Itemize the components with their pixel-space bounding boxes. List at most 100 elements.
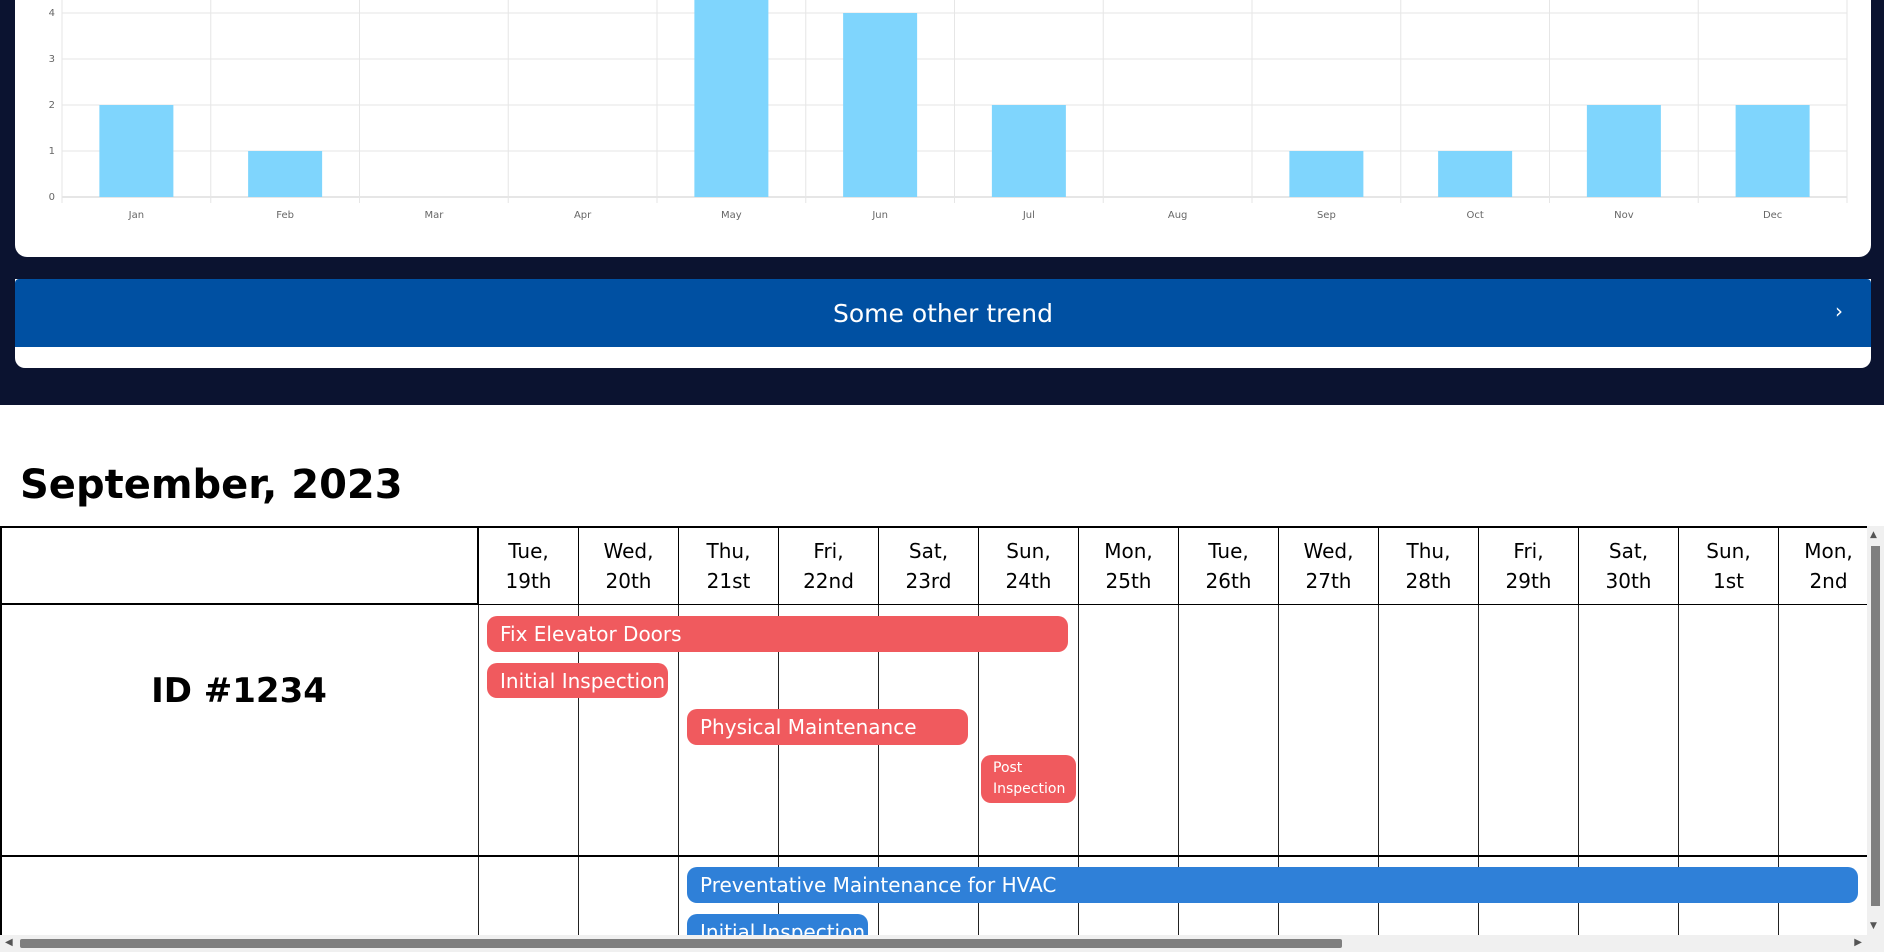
day-column-header: Wed, 20th xyxy=(578,526,678,605)
chart-card: 0 1 2 3 4 Jan Feb Mar Apr May Jun Jul Aug Sep Oct Nov De… xyxy=(15,0,1871,257)
day-column-divider xyxy=(878,605,879,935)
bar xyxy=(843,13,918,197)
y-tick-label: 2 xyxy=(49,100,55,111)
day-column-divider xyxy=(1078,605,1079,935)
x-tick-label: Jun xyxy=(871,210,888,221)
day-column-header: Sun, 1st xyxy=(1678,526,1778,605)
x-tick-label: Oct xyxy=(1466,210,1483,221)
day-of-week: Mon, xyxy=(1804,539,1853,563)
monthly-bar-chart: 0 1 2 3 4 Jan Feb Mar Apr May Jun Jul Aug Sep Oct Nov De… xyxy=(49,0,1848,221)
day-column-divider xyxy=(1678,605,1679,935)
day-date: 2nd xyxy=(1809,569,1848,593)
trend-card: Some other trend › xyxy=(15,279,1871,368)
day-column-header: Thu, 28th xyxy=(1378,526,1478,605)
day-date: 22nd xyxy=(803,569,854,593)
y-tick-label: 4 xyxy=(49,8,55,19)
day-column-divider xyxy=(678,605,679,935)
day-date: 24th xyxy=(1005,569,1052,593)
day-of-week: Sun, xyxy=(1706,539,1751,563)
timeline-scheduler[interactable]: Tue, 19th Wed, 20th Thu, 21st Fri, 22nd Sat, 23rd… xyxy=(0,526,1884,952)
y-tick-label: 1 xyxy=(49,146,55,157)
dashboard-background: 0 1 2 3 4 Jan Feb Mar Apr May Jun Jul Aug Sep Oct Nov De… xyxy=(0,0,1884,405)
bar xyxy=(1438,151,1513,197)
bar xyxy=(99,105,174,197)
day-date: 23rd xyxy=(905,569,952,593)
x-tick-label: Aug xyxy=(1168,210,1188,221)
bar xyxy=(694,0,769,197)
day-column-divider xyxy=(978,605,979,935)
day-column-header: Fri, 22nd xyxy=(778,526,878,605)
y-tick-label: 0 xyxy=(49,192,55,203)
day-column-header: Sun, 24th xyxy=(978,526,1078,605)
day-column-divider xyxy=(1478,605,1479,935)
day-of-week: Sun, xyxy=(1006,539,1051,563)
scheduler-left-border xyxy=(0,526,2,952)
month-title: September, 2023 xyxy=(20,462,403,508)
day-of-week: Mon, xyxy=(1104,539,1153,563)
day-of-week: Sat, xyxy=(1608,539,1649,563)
day-column-header: Tue, 19th xyxy=(478,526,578,605)
day-column-divider xyxy=(1778,605,1779,935)
day-date: 25th xyxy=(1105,569,1152,593)
resource-label: ID #1234 xyxy=(151,670,327,711)
event-bar[interactable]: Preventative Maintenance for HVAC xyxy=(687,867,1858,903)
day-column-header: Mon, 25th xyxy=(1078,526,1178,605)
day-column-divider xyxy=(478,605,479,935)
vertical-scrollbar[interactable]: ▲ ▼ xyxy=(1867,526,1884,935)
x-tick-label: Sep xyxy=(1317,210,1336,221)
x-tick-label: Dec xyxy=(1763,210,1782,221)
event-bar[interactable]: Physical Maintenance xyxy=(687,709,968,745)
horizontal-scroll-thumb[interactable] xyxy=(20,939,1342,948)
x-tick-label: May xyxy=(721,210,742,221)
event-bar[interactable]: Initial Inspection xyxy=(487,663,668,698)
row-separator xyxy=(0,855,1884,857)
day-column-divider xyxy=(1578,605,1579,935)
day-date: 27th xyxy=(1305,569,1352,593)
scroll-up-arrow-icon[interactable]: ▲ xyxy=(1870,530,1877,540)
vertical-scroll-thumb[interactable] xyxy=(1871,546,1880,906)
day-of-week: Fri, xyxy=(813,539,844,563)
bar xyxy=(1735,105,1810,197)
scroll-down-arrow-icon[interactable]: ▼ xyxy=(1870,921,1877,931)
chevron-right-icon: › xyxy=(1835,299,1843,323)
day-of-week: Wed, xyxy=(1303,539,1354,563)
horizontal-scrollbar[interactable]: ◀ ▶ xyxy=(0,935,1884,952)
day-column-header: Tue, 26th xyxy=(1178,526,1278,605)
day-date: 20th xyxy=(605,569,652,593)
day-column-header: Sat, 23rd xyxy=(878,526,978,605)
day-column-divider xyxy=(1378,605,1379,935)
event-bar[interactable]: Post Inspection xyxy=(981,755,1076,803)
day-of-week: Thu, xyxy=(706,539,751,563)
some-other-trend-button[interactable]: Some other trend › xyxy=(15,279,1871,347)
day-column-divider xyxy=(1278,605,1279,935)
day-column-header: Mon, 2nd xyxy=(1778,526,1878,605)
day-of-week: Sat, xyxy=(908,539,949,563)
event-bar[interactable]: Fix Elevator Doors xyxy=(487,616,1068,652)
bar xyxy=(1586,105,1661,197)
day-column-divider xyxy=(578,605,579,935)
day-date: 28th xyxy=(1405,569,1452,593)
x-tick-label: Jul xyxy=(1022,210,1035,221)
day-of-week: Tue, xyxy=(1208,539,1249,563)
scroll-left-arrow-icon[interactable]: ◀ xyxy=(5,937,13,948)
bar xyxy=(991,105,1066,197)
x-tick-label: Apr xyxy=(574,210,592,221)
x-tick-label: Mar xyxy=(424,210,444,221)
y-tick-label: 3 xyxy=(49,54,55,65)
day-date: 1st xyxy=(1713,569,1744,593)
day-date: 30th xyxy=(1605,569,1652,593)
day-column-divider xyxy=(1178,605,1179,935)
day-date: 21st xyxy=(706,569,751,593)
x-tick-label: Jan xyxy=(128,210,144,221)
bar xyxy=(1289,151,1364,197)
x-tick-label: Nov xyxy=(1614,210,1634,221)
day-of-week: Thu, xyxy=(1406,539,1451,563)
day-date: 26th xyxy=(1205,569,1252,593)
day-of-week: Fri, xyxy=(1513,539,1544,563)
day-of-week: Tue, xyxy=(508,539,549,563)
scroll-right-arrow-icon[interactable]: ▶ xyxy=(1854,937,1862,948)
bar xyxy=(248,151,323,197)
day-column-header: Wed, 27th xyxy=(1278,526,1378,605)
day-of-week: Wed, xyxy=(603,539,654,563)
day-column-header: Fri, 29th xyxy=(1478,526,1578,605)
